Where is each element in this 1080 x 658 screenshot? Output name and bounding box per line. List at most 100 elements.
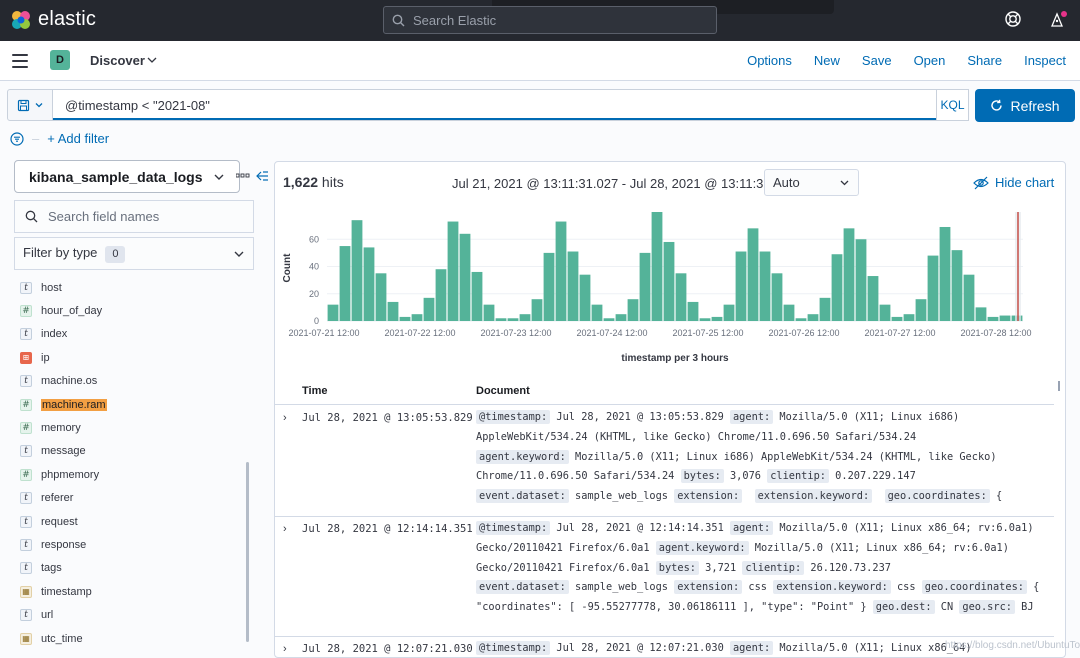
hide-chart-button[interactable]: Hide chart — [973, 175, 1054, 190]
field-item[interactable]: ▦ timestamp — [20, 580, 254, 603]
histogram-bar[interactable] — [795, 318, 807, 321]
news-icon[interactable] — [1048, 10, 1068, 30]
expand-row-icon[interactable]: › — [283, 643, 287, 655]
histogram-bar[interactable] — [975, 307, 987, 321]
filter-options-icon[interactable] — [10, 131, 24, 146]
histogram-bar[interactable] — [855, 239, 867, 321]
field-item[interactable]: # memory — [20, 416, 254, 439]
histogram-bar[interactable] — [615, 314, 627, 321]
histogram-bar[interactable] — [483, 304, 495, 321]
histogram-bar[interactable] — [699, 318, 711, 321]
histogram-bar[interactable] — [363, 247, 375, 321]
histogram-bar[interactable] — [579, 274, 591, 321]
histogram-bar[interactable] — [627, 299, 639, 321]
histogram-bar[interactable] — [711, 316, 723, 321]
histogram-bar[interactable] — [735, 251, 747, 321]
histogram-bar[interactable] — [987, 316, 999, 321]
field-item[interactable]: ▦ utc_time — [20, 627, 254, 650]
column-document-header[interactable]: Document — [476, 385, 530, 397]
index-pattern-selector[interactable]: kibana_sample_data_logs — [14, 160, 240, 193]
histogram-bar[interactable] — [819, 297, 831, 321]
share-link[interactable]: Share — [967, 53, 1003, 68]
histogram-bar[interactable] — [339, 246, 351, 321]
field-list-scrollbar[interactable] — [246, 462, 249, 642]
expand-row-icon[interactable]: › — [283, 412, 287, 424]
histogram-bar[interactable] — [951, 250, 963, 321]
histogram-bar[interactable] — [555, 221, 567, 321]
histogram-bar[interactable] — [651, 212, 663, 321]
query-input[interactable]: @timestamp < "2021-08" — [53, 89, 937, 121]
more-options-icon[interactable] — [236, 173, 250, 179]
histogram-bar[interactable] — [783, 304, 795, 321]
field-item[interactable]: # phpmemory — [20, 463, 254, 486]
histogram-bar[interactable] — [915, 299, 927, 321]
histogram-bar[interactable] — [843, 228, 855, 321]
histogram-bar[interactable] — [447, 221, 459, 321]
interval-select[interactable]: Auto — [764, 169, 859, 196]
histogram-bar[interactable] — [663, 241, 675, 321]
histogram-bar[interactable] — [927, 255, 939, 321]
histogram-bar[interactable] — [603, 318, 615, 321]
histogram-bar[interactable] — [999, 315, 1011, 321]
histogram-bar[interactable] — [771, 273, 783, 321]
add-filter-button[interactable]: + Add filter — [47, 131, 110, 146]
field-search-input[interactable]: Search field names — [14, 200, 254, 233]
histogram-bar[interactable] — [375, 273, 387, 321]
histogram-bar[interactable] — [759, 251, 771, 321]
inspect-link[interactable]: Inspect — [1024, 53, 1066, 68]
save-link[interactable]: Save — [861, 53, 892, 68]
options-link[interactable]: Options — [747, 53, 792, 68]
histogram-bar[interactable] — [435, 269, 447, 321]
histogram-bar[interactable] — [939, 226, 951, 321]
app-badge[interactable]: D — [50, 50, 70, 70]
breadcrumb-discover[interactable]: Discover — [90, 53, 145, 68]
histogram-bar[interactable] — [747, 228, 759, 321]
table-scrollbar[interactable] — [1058, 381, 1060, 391]
field-item[interactable]: t referer — [20, 487, 254, 510]
elastic-logo[interactable]: elastic — [10, 8, 96, 31]
histogram-bar[interactable] — [543, 252, 555, 321]
field-item[interactable]: t request — [20, 510, 254, 533]
expand-row-icon[interactable]: › — [283, 523, 287, 535]
histogram-bar[interactable] — [591, 304, 603, 321]
histogram-bar[interactable] — [687, 301, 699, 321]
histogram-bar[interactable] — [831, 254, 843, 321]
help-icon[interactable] — [1004, 10, 1022, 28]
histogram-bar[interactable] — [639, 252, 651, 321]
histogram-bar[interactable] — [459, 233, 471, 321]
global-search-input[interactable]: Search Elastic — [383, 6, 717, 34]
saved-query-button[interactable] — [7, 89, 53, 121]
query-language-button[interactable]: KQL — [937, 89, 969, 121]
histogram-bar[interactable] — [567, 251, 579, 321]
chevron-down-icon[interactable] — [146, 54, 158, 66]
histogram-bar[interactable] — [891, 316, 903, 321]
histogram-bar[interactable] — [879, 304, 891, 321]
histogram-bar[interactable] — [351, 220, 363, 321]
histogram-bar[interactable] — [903, 314, 915, 321]
field-item[interactable]: # machine.ram — [20, 393, 254, 416]
histogram-bar[interactable] — [399, 316, 411, 321]
histogram-bar[interactable] — [675, 273, 687, 321]
histogram-bar[interactable] — [387, 301, 399, 321]
refresh-button[interactable]: Refresh — [975, 89, 1075, 122]
histogram-bar[interactable] — [963, 274, 975, 321]
field-item[interactable]: t message — [20, 440, 254, 463]
histogram-bar[interactable] — [411, 314, 423, 321]
histogram-bar[interactable] — [531, 299, 543, 321]
histogram-bar[interactable] — [807, 314, 819, 321]
menu-toggle-button[interactable] — [12, 54, 28, 68]
collapse-sidebar-icon[interactable] — [256, 170, 269, 182]
column-time-header[interactable]: Time — [302, 385, 328, 397]
field-item[interactable]: t index — [20, 323, 254, 346]
field-item[interactable]: t tags — [20, 557, 254, 580]
histogram-bar[interactable] — [495, 318, 507, 321]
open-link[interactable]: Open — [913, 53, 946, 68]
histogram-bar[interactable] — [423, 297, 435, 321]
histogram-bar[interactable] — [327, 304, 339, 321]
field-item[interactable]: t machine.os — [20, 370, 254, 393]
field-item[interactable]: t url — [20, 603, 254, 626]
histogram-bar[interactable] — [867, 276, 879, 321]
field-item[interactable]: ⊞ ip — [20, 346, 254, 369]
field-item[interactable]: # hour_of_day — [20, 299, 254, 322]
field-item[interactable]: t host — [20, 276, 254, 299]
